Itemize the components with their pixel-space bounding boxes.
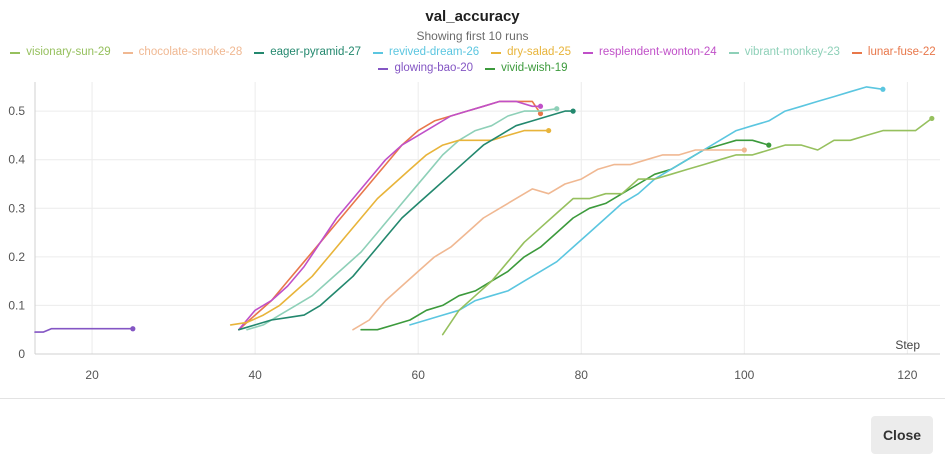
series-line-dry-salad-25 [229, 129, 550, 326]
series-end-point-vibrant-monkey-23 [554, 106, 560, 112]
y-tick-label: 0 [18, 347, 25, 361]
y-tick-label: 0.5 [8, 104, 25, 118]
dialog-footer: Close [0, 398, 945, 467]
series-line-revived-dream-26 [409, 86, 884, 326]
y-tick-label: 0.4 [8, 153, 25, 167]
series-end-point-eager-pyramid-27 [570, 108, 576, 114]
legend-item-revived-dream-26[interactable]: revived-dream-26 [373, 45, 479, 60]
chart-title: val_accuracy [425, 8, 520, 25]
series-end-point-dry-salad-25 [546, 127, 552, 134]
series-line-vibrant-monkey-23 [246, 107, 558, 331]
y-tick-label: 0.1 [8, 298, 25, 312]
y-tick-label: 0.2 [8, 250, 25, 264]
legend-label: chocolate-smoke-28 [138, 46, 243, 58]
legend-item-visionary-sun-29[interactable]: visionary-sun-29 [10, 45, 111, 60]
legend-label: resplendent-wonton-24 [599, 46, 717, 58]
legend-item-chocolate-smoke-28[interactable]: chocolate-smoke-28 [122, 45, 243, 60]
series-line-visionary-sun-29 [441, 117, 933, 336]
legend-label: dry-salad-25 [507, 46, 572, 58]
legend-label: vivid-wish-19 [501, 62, 568, 74]
legend: visionary-sun-29 chocolate-smoke-28 eager-… [8, 45, 938, 76]
legend-swatch [254, 51, 265, 54]
chart-subtitle: Showing first 10 runs [416, 29, 529, 43]
series-line-resplendent-wonton-24 [238, 100, 542, 331]
legend-swatch [491, 51, 502, 54]
legend-label: vibrant-monkey-23 [744, 46, 840, 58]
chart-panel: 0 0.1 0.2 0.3 0.4 0.5 20 40 60 80 100 120 Step val_a… [8, 8, 940, 382]
legend-label: glowing-bao-20 [394, 62, 474, 74]
legend-swatch [373, 51, 383, 54]
legend-swatch [485, 67, 496, 70]
series-end-point-visionary-sun-29 [929, 115, 935, 122]
series-line-glowing-bao-20 [34, 327, 134, 333]
legend-label: visionary-sun-29 [26, 46, 111, 58]
legend-item-eager-pyramid-27[interactable]: eager-pyramid-27 [254, 45, 361, 60]
series-end-point-chocolate-smoke-28 [741, 147, 747, 153]
x-tick-label: 120 [897, 368, 917, 382]
legend-swatch [728, 51, 739, 54]
legend-swatch [378, 67, 389, 70]
series-end-point-glowing-bao-20 [130, 326, 136, 332]
legend-item-resplendent-wonton-24[interactable]: resplendent-wonton-24 [583, 45, 717, 60]
series-end-point-resplendent-wonton-24 [537, 103, 544, 109]
series-end-point-lunar-fuse-22 [537, 110, 544, 117]
y-tick-label: 0.3 [8, 201, 25, 215]
series-line-vivid-wish-19 [360, 139, 770, 331]
x-tick-label: 60 [412, 368, 426, 382]
legend-item-lunar-fuse-22[interactable]: lunar-fuse-22 [851, 45, 936, 60]
series-end-point-revived-dream-26 [880, 86, 886, 92]
series-line-eager-pyramid-27 [238, 110, 574, 331]
legend-swatch [122, 51, 133, 54]
legend-item-dry-salad-25[interactable]: dry-salad-25 [491, 45, 571, 60]
x-tick-label: 80 [575, 368, 589, 382]
series-line-chocolate-smoke-28 [352, 149, 746, 331]
legend-item-vibrant-monkey-23[interactable]: vibrant-monkey-23 [728, 45, 840, 60]
legend-swatch [10, 51, 21, 54]
x-tick-label: 20 [85, 368, 99, 382]
x-tick-label: 100 [734, 368, 754, 382]
series-end-point-vivid-wish-19 [766, 142, 772, 148]
line-chart: 0 0.1 0.2 0.3 0.4 0.5 20 40 60 80 100 120 Step [8, 82, 940, 382]
legend-swatch [583, 51, 594, 54]
legend-swatch [851, 51, 862, 54]
legend-label: lunar-fuse-22 [867, 46, 936, 58]
legend-label: eager-pyramid-27 [270, 46, 361, 58]
legend-item-vivid-wish-19[interactable]: vivid-wish-19 [485, 61, 568, 76]
close-button[interactable]: Close [871, 416, 933, 454]
legend-item-glowing-bao-20[interactable]: glowing-bao-20 [378, 61, 473, 76]
x-axis-label: Step [895, 338, 920, 352]
x-tick-label: 40 [248, 368, 262, 382]
legend-label: revived-dream-26 [389, 46, 480, 58]
